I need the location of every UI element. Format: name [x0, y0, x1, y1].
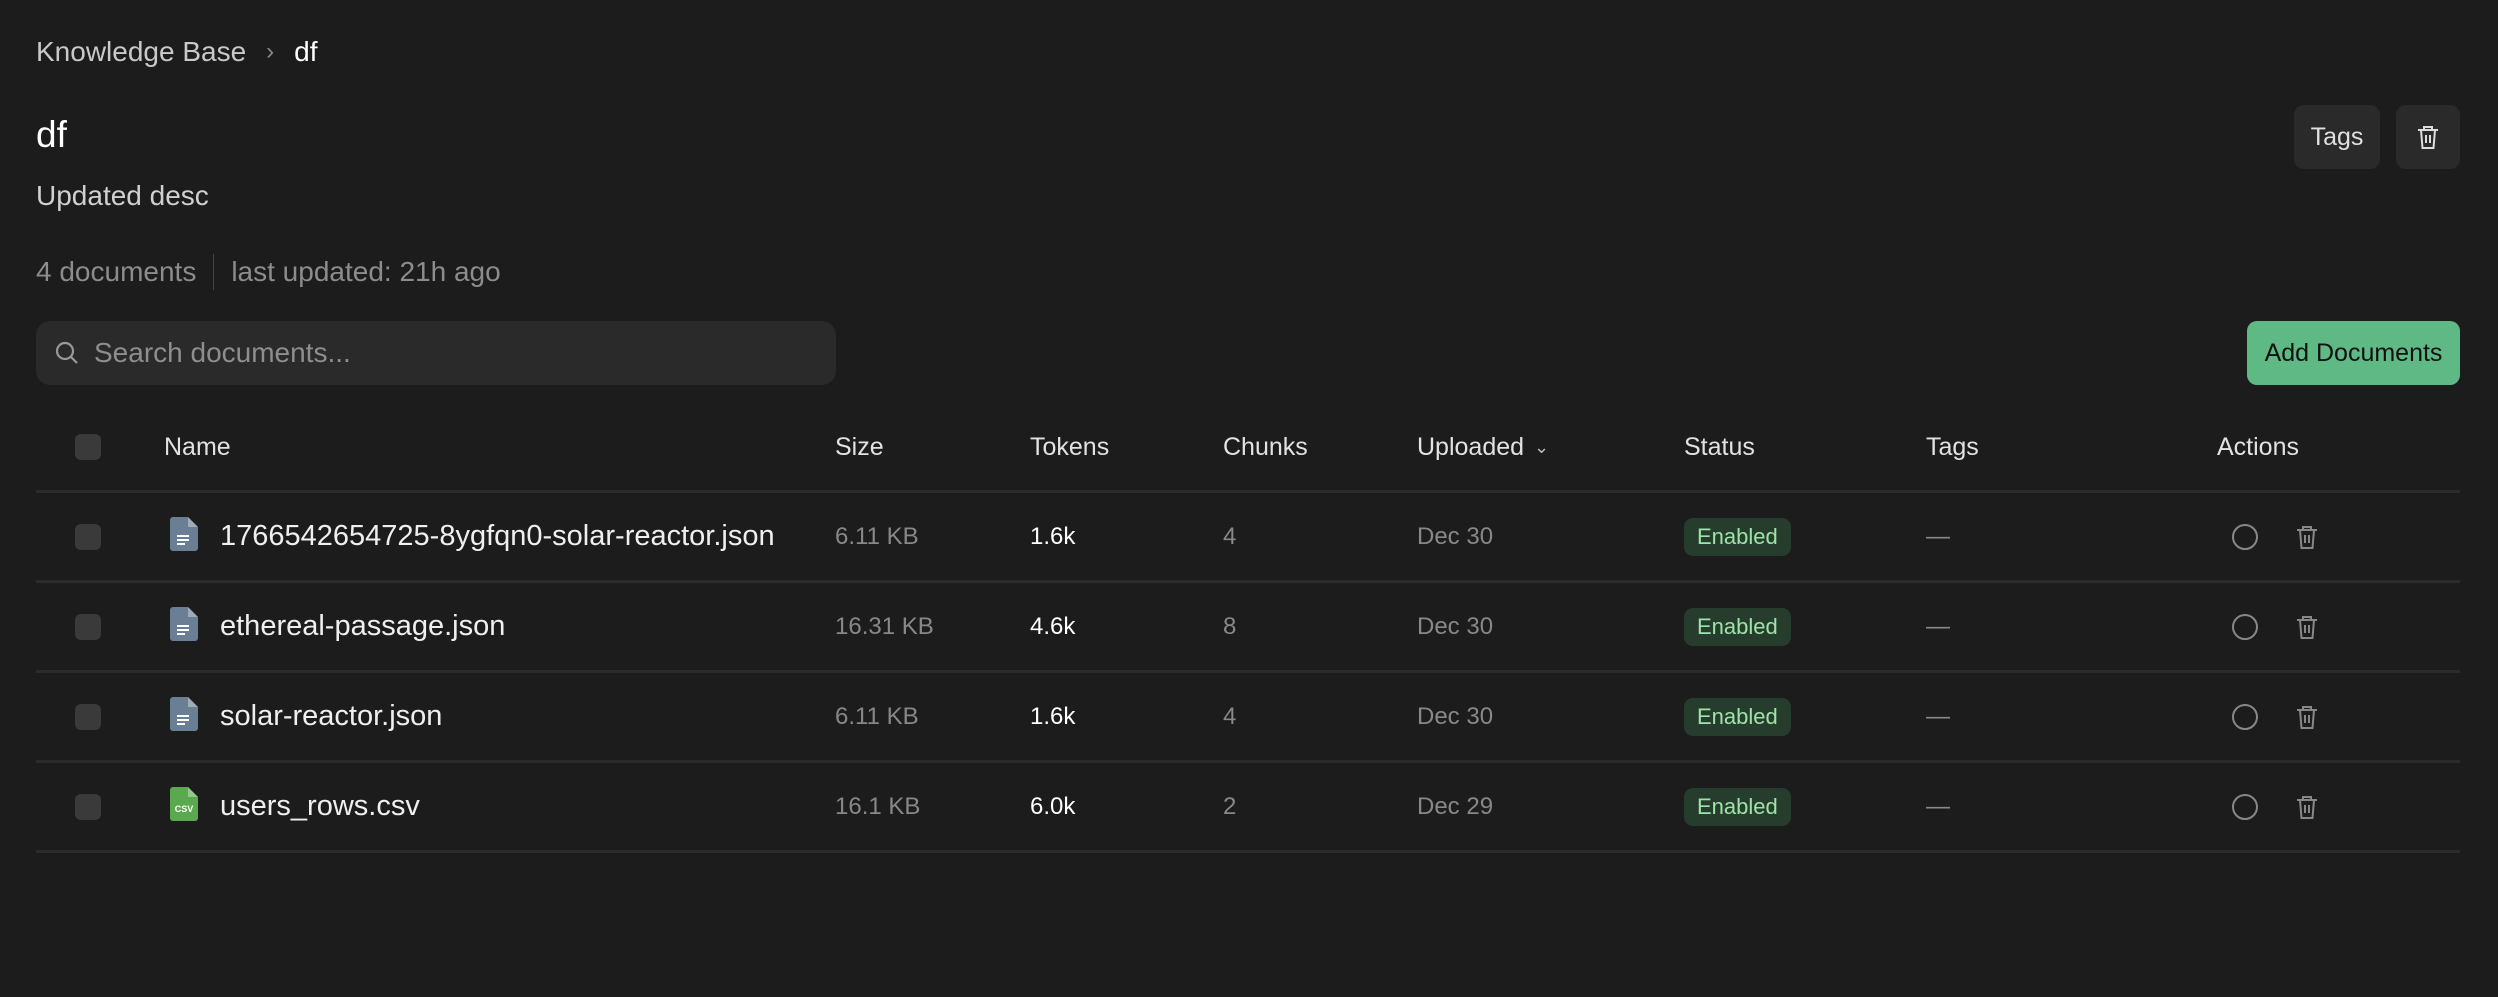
trash-icon: [2297, 615, 2317, 639]
file-icon-wrap: CSV: [170, 763, 198, 850]
kb-meta: 4 documents last updated: 21h ago: [36, 254, 501, 290]
col-size[interactable]: Size: [835, 432, 884, 461]
documents-table: Name Size Tokens Chunks Uploaded ⌄ Status…: [36, 404, 2460, 853]
document-chunks: 2: [1223, 792, 1237, 820]
document-tokens: 4.6k: [1030, 612, 1076, 640]
document-chunks: 4: [1223, 702, 1237, 730]
col-tags: Tags: [1926, 432, 1979, 461]
trash-icon: [2418, 126, 2438, 149]
document-name[interactable]: solar-reactor.json: [220, 700, 443, 732]
status-badge[interactable]: Enabled: [1684, 517, 1791, 556]
document-tags: —: [1926, 702, 1950, 730]
col-name[interactable]: Name: [164, 432, 231, 461]
delete-document-button[interactable]: [2296, 673, 2318, 760]
json-file-icon: [170, 607, 198, 646]
col-chunks[interactable]: Chunks: [1223, 432, 1308, 461]
table-row[interactable]: CSV users_rows.csv 16.1 KB 6.0k 2 Dec 29…: [36, 763, 2460, 853]
document-uploaded: Dec 30: [1417, 522, 1494, 550]
breadcrumb-current: df: [294, 36, 318, 67]
table-row[interactable]: ethereal-passage.json 16.31 KB 4.6k 8 De…: [36, 583, 2460, 673]
col-actions: Actions: [2217, 432, 2299, 461]
circle-icon: [2232, 613, 2258, 640]
delete-kb-button[interactable]: [2396, 105, 2460, 169]
col-uploaded[interactable]: Uploaded ⌄: [1417, 404, 1549, 490]
circle-icon: [2232, 703, 2258, 730]
breadcrumb: Knowledge Base › df: [36, 36, 318, 68]
document-size: 16.31 KB: [835, 612, 934, 640]
document-size: 6.11 KB: [835, 522, 919, 550]
csv-icon-label: CSV: [175, 804, 194, 814]
document-chunks: 8: [1223, 612, 1237, 640]
circle-icon: [2232, 793, 2258, 820]
document-size: 6.11 KB: [835, 702, 919, 730]
row-checkbox[interactable]: [75, 613, 101, 640]
file-icon-wrap: [170, 493, 198, 580]
breadcrumb-knowledge-base[interactable]: Knowledge Base: [36, 36, 247, 67]
select-all-checkbox[interactable]: [75, 434, 101, 460]
search-input[interactable]: [92, 336, 796, 370]
document-tags: —: [1926, 612, 1950, 640]
document-name[interactable]: ethereal-passage.json: [220, 610, 506, 642]
document-tokens: 1.6k: [1030, 702, 1076, 730]
table-row[interactable]: 1766542654725-8ygfqn0-solar-reactor.json…: [36, 493, 2460, 583]
json-file-icon: [170, 517, 198, 556]
col-uploaded-label: Uploaded: [1417, 432, 1525, 461]
delete-document-button[interactable]: [2296, 583, 2318, 670]
status-badge[interactable]: Enabled: [1684, 787, 1791, 826]
document-uploaded: Dec 29: [1417, 792, 1494, 820]
trash-icon: [2297, 525, 2317, 549]
divider: [213, 254, 215, 290]
search-icon: [55, 341, 78, 364]
file-icon-wrap: [170, 673, 198, 760]
document-tags: —: [1926, 792, 1950, 820]
toggle-status-button[interactable]: [2231, 493, 2259, 580]
page-title: df: [36, 114, 67, 155]
row-checkbox[interactable]: [75, 523, 101, 550]
document-name[interactable]: 1766542654725-8ygfqn0-solar-reactor.json: [220, 520, 775, 552]
toggle-status-button[interactable]: [2231, 763, 2259, 850]
last-updated: last updated: 21h ago: [231, 256, 501, 287]
trash-icon: [2297, 705, 2317, 729]
page-description: Updated desc: [36, 180, 209, 211]
document-uploaded: Dec 30: [1417, 612, 1494, 640]
tags-button[interactable]: Tags: [2294, 105, 2380, 169]
chevron-right-icon: ›: [266, 38, 275, 65]
trash-icon: [2297, 795, 2317, 819]
add-documents-button[interactable]: Add Documents: [2247, 321, 2460, 385]
document-count: 4 documents: [36, 256, 197, 287]
search-documents[interactable]: [36, 321, 836, 385]
toggle-status-button[interactable]: [2231, 673, 2259, 760]
col-status[interactable]: Status: [1684, 432, 1755, 461]
document-tokens: 1.6k: [1030, 522, 1076, 550]
json-file-icon: [170, 697, 198, 736]
delete-document-button[interactable]: [2296, 763, 2318, 850]
col-tokens[interactable]: Tokens: [1030, 432, 1110, 461]
table-header: Name Size Tokens Chunks Uploaded ⌄ Status…: [36, 404, 2460, 493]
document-chunks: 4: [1223, 522, 1237, 550]
row-checkbox[interactable]: [75, 793, 101, 820]
document-uploaded: Dec 30: [1417, 702, 1494, 730]
table-row[interactable]: solar-reactor.json 6.11 KB 1.6k 4 Dec 30…: [36, 673, 2460, 763]
delete-document-button[interactable]: [2296, 493, 2318, 580]
status-badge[interactable]: Enabled: [1684, 697, 1791, 736]
status-badge[interactable]: Enabled: [1684, 607, 1791, 646]
document-name[interactable]: users_rows.csv: [220, 790, 420, 822]
document-tags: —: [1926, 522, 1950, 550]
chevron-down-icon: ⌄: [1534, 436, 1550, 457]
document-tokens: 6.0k: [1030, 792, 1076, 820]
toggle-status-button[interactable]: [2231, 583, 2259, 670]
file-icon-wrap: [170, 583, 198, 670]
circle-icon: [2232, 523, 2258, 550]
csv-file-icon: CSV: [170, 787, 198, 826]
row-checkbox[interactable]: [75, 703, 101, 730]
document-size: 16.1 KB: [835, 792, 921, 820]
